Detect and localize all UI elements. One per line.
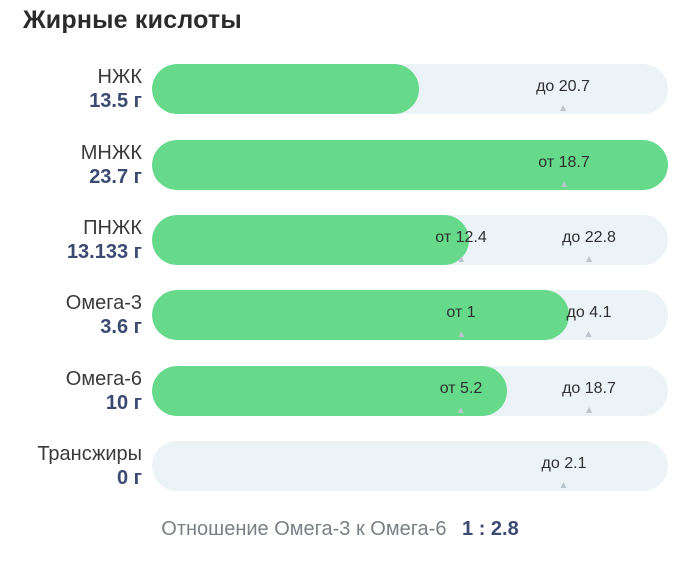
row-label: НЖК 13.5 г	[89, 65, 142, 113]
progress-track: от 18.7	[152, 140, 668, 190]
norm-marker-label: от 1	[446, 304, 476, 321]
norm-marker-max: до 4.1	[566, 290, 612, 340]
marker-triangle-icon	[560, 482, 567, 488]
marker-triangle-icon	[585, 407, 592, 413]
progress-fill	[152, 215, 469, 265]
nutrient-amount: 13.5 г	[89, 90, 142, 112]
norm-marker-label: от 5.2	[439, 380, 483, 397]
norm-marker-max: до 22.8	[562, 215, 616, 265]
nutrient-name: ПНЖК	[83, 217, 142, 239]
norm-marker-label: от 18.7	[538, 154, 590, 171]
nutrient-name: МНЖК	[80, 142, 142, 164]
nutrient-name: Омега-3	[65, 292, 142, 314]
row-trans-fats: Трансжиры 0 г до 2.1	[0, 441, 680, 493]
section-title: Жирные кислоты	[23, 6, 242, 34]
marker-triangle-icon	[585, 331, 592, 337]
nutrient-name: Омега-6	[65, 368, 142, 390]
marker-triangle-icon	[458, 256, 464, 262]
row-omega-6: Омега-6 10 г от 5.2 до 18.7	[0, 366, 680, 418]
norm-marker-min: от 1	[446, 290, 476, 340]
norm-marker-label: до 20.7	[536, 78, 590, 95]
row-omega-3: Омега-3 3.6 г от 1 до 4.1	[0, 290, 680, 342]
marker-triangle-icon	[561, 181, 567, 187]
nutrient-name: Трансжиры	[37, 443, 142, 465]
progress-track: от 1 до 4.1	[152, 290, 668, 340]
progress-fill	[152, 366, 507, 416]
row-label: Омега-6 10 г	[66, 367, 142, 415]
norm-marker-label: до 2.1	[541, 455, 587, 472]
progress-track: до 2.1	[152, 441, 668, 491]
marker-triangle-icon	[559, 105, 566, 111]
norm-marker-max: до 18.7	[562, 366, 616, 416]
norm-marker-min: от 5.2	[439, 366, 483, 416]
norm-marker-label: до 4.1	[566, 304, 612, 321]
nutrient-amount: 23.7 г	[89, 166, 142, 188]
norm-marker-max: до 20.7	[536, 64, 590, 114]
marker-triangle-icon	[458, 331, 464, 337]
marker-triangle-icon	[458, 407, 464, 413]
nutrient-name: НЖК	[97, 66, 142, 88]
row-label: Омега-3 3.6 г	[66, 291, 142, 339]
marker-triangle-icon	[585, 256, 592, 262]
progress-track: до 20.7	[152, 64, 668, 114]
progress-fill	[152, 64, 419, 114]
norm-marker-max: до 2.1	[541, 441, 587, 491]
progress-track: от 5.2 до 18.7	[152, 366, 668, 416]
nutrient-amount: 3.6 г	[100, 316, 142, 338]
progress-fill	[152, 140, 668, 190]
row-mnzhk: МНЖК 23.7 г от 18.7	[0, 140, 680, 192]
progress-fill	[152, 290, 569, 340]
row-pnzhk: ПНЖК 13.133 г от 12.4 до 22.8	[0, 215, 680, 267]
omega-ratio-label: Отношение Омега-3 к Омега-6	[161, 518, 447, 540]
omega-ratio: Отношение Омега-3 к Омега-6 1 : 2.8	[0, 518, 680, 541]
omega-ratio-value: 1 : 2.8	[462, 518, 519, 540]
norm-marker-label: до 22.8	[562, 229, 616, 246]
nutrient-amount: 13.133 г	[66, 241, 142, 263]
norm-marker-min: от 12.4	[435, 215, 487, 265]
row-nzhk: НЖК 13.5 г до 20.7	[0, 64, 680, 116]
row-label: ПНЖК 13.133 г	[67, 216, 142, 264]
norm-marker-label: от 12.4	[435, 229, 487, 246]
norm-marker-label: до 18.7	[562, 380, 616, 397]
row-label: Трансжиры 0 г	[37, 442, 142, 490]
progress-track: от 12.4 до 22.8	[152, 215, 668, 265]
row-label: МНЖК 23.7 г	[81, 141, 142, 189]
nutrient-amount: 10 г	[105, 392, 142, 414]
norm-marker-min: от 18.7	[538, 140, 590, 190]
nutrient-amount: 0 г	[116, 467, 142, 489]
